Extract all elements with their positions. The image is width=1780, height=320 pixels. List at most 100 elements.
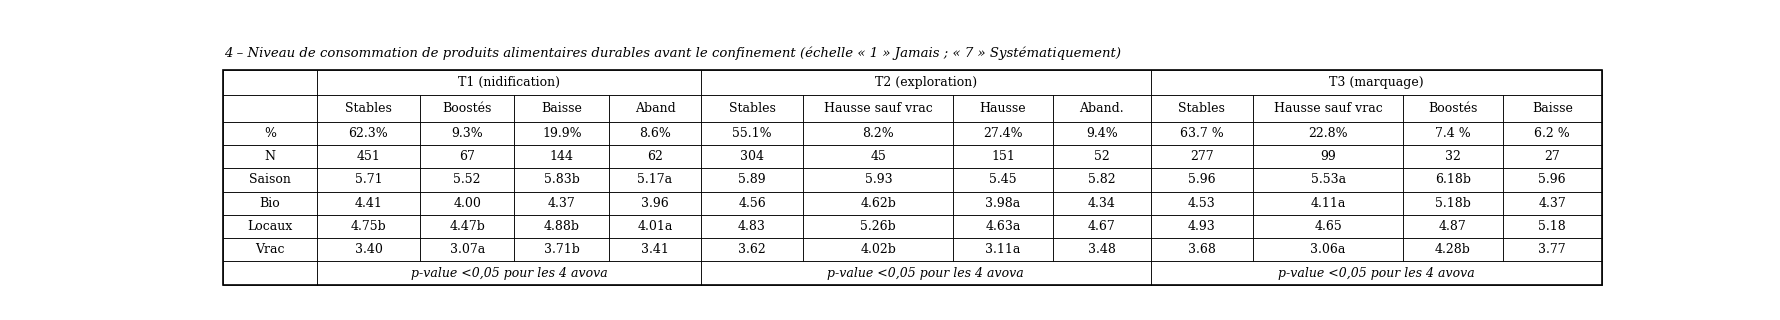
Bar [701, 192, 803, 215]
Text: 3.40: 3.40 [354, 243, 383, 256]
Bar [317, 215, 420, 238]
Bar [1502, 95, 1602, 122]
Bar [222, 95, 317, 122]
Bar [1150, 238, 1253, 261]
Text: T1 (nidification): T1 (nidification) [457, 76, 561, 89]
Bar [1403, 168, 1502, 192]
Text: 5.83b: 5.83b [545, 173, 580, 187]
Bar [1403, 145, 1502, 168]
Bar [317, 215, 420, 238]
Bar [317, 95, 420, 122]
Bar [1052, 145, 1150, 168]
Bar [514, 238, 609, 261]
Bar [803, 95, 954, 122]
Bar [1253, 122, 1403, 145]
Text: 4.47b: 4.47b [449, 220, 486, 233]
Text: 52: 52 [1093, 150, 1109, 163]
Bar [803, 95, 954, 122]
Bar [803, 215, 954, 238]
Bar [222, 261, 317, 285]
Text: 4.87: 4.87 [1438, 220, 1467, 233]
Bar [1502, 192, 1602, 215]
Text: 3.77: 3.77 [1538, 243, 1566, 256]
Bar [954, 122, 1052, 145]
Bar [1403, 95, 1502, 122]
Bar [1150, 95, 1253, 122]
Bar [701, 70, 1150, 95]
Bar [514, 215, 609, 238]
Text: 5.96: 5.96 [1538, 173, 1566, 187]
Bar [954, 95, 1052, 122]
Bar [1052, 145, 1150, 168]
Text: Boostés: Boostés [1428, 102, 1477, 115]
Text: 5.18: 5.18 [1538, 220, 1566, 233]
Text: 5.93: 5.93 [865, 173, 892, 187]
Bar [1150, 215, 1253, 238]
Bar [701, 95, 803, 122]
Bar [954, 192, 1052, 215]
Bar [317, 168, 420, 192]
Text: 4.01a: 4.01a [637, 220, 673, 233]
Bar [1253, 95, 1403, 122]
Text: 3.07a: 3.07a [450, 243, 484, 256]
Text: 144: 144 [550, 150, 573, 163]
Text: p-value <0,05 pour les 4 avova: p-value <0,05 pour les 4 avova [411, 267, 607, 280]
Text: 99: 99 [1321, 150, 1337, 163]
Bar [1502, 215, 1602, 238]
Text: Locaux: Locaux [247, 220, 292, 233]
Bar [1150, 261, 1602, 285]
Bar [803, 122, 954, 145]
Text: Vrac: Vrac [255, 243, 285, 256]
Bar [1052, 238, 1150, 261]
Bar [1150, 238, 1253, 261]
Text: 6.18b: 6.18b [1435, 173, 1470, 187]
Bar [1502, 168, 1602, 192]
Bar [701, 145, 803, 168]
Text: 5.18b: 5.18b [1435, 197, 1470, 210]
Text: 3.96: 3.96 [641, 197, 669, 210]
Bar [514, 238, 609, 261]
Bar [1502, 122, 1602, 145]
Text: 4.88b: 4.88b [545, 220, 580, 233]
Bar [701, 192, 803, 215]
Text: 5.26b: 5.26b [860, 220, 895, 233]
Bar [1403, 215, 1502, 238]
Bar [317, 192, 420, 215]
Bar [1150, 70, 1602, 95]
Text: 3.71b: 3.71b [545, 243, 580, 256]
Text: Hausse: Hausse [979, 102, 1027, 115]
Bar [803, 192, 954, 215]
Bar [1052, 192, 1150, 215]
Bar [1253, 192, 1403, 215]
Bar [1150, 122, 1253, 145]
Bar [1403, 95, 1502, 122]
Bar [222, 215, 317, 238]
Bar [514, 95, 609, 122]
Bar [1150, 215, 1253, 238]
Bar [803, 215, 954, 238]
Text: 4.37: 4.37 [1538, 197, 1566, 210]
Text: 63.7 %: 63.7 % [1180, 127, 1225, 140]
Bar [1253, 215, 1403, 238]
Bar [1052, 168, 1150, 192]
Bar [222, 122, 317, 145]
Bar [1052, 95, 1150, 122]
Bar [317, 238, 420, 261]
Text: 4.63a: 4.63a [986, 220, 1020, 233]
Text: Aband: Aband [635, 102, 675, 115]
Text: Stables: Stables [728, 102, 776, 115]
Text: 22.8%: 22.8% [1308, 127, 1347, 140]
Text: Stables: Stables [1178, 102, 1225, 115]
Bar [701, 122, 803, 145]
Bar [222, 145, 317, 168]
Bar [1150, 192, 1253, 215]
Bar [317, 261, 701, 285]
Text: 4.02b: 4.02b [860, 243, 897, 256]
Text: 277: 277 [1191, 150, 1214, 163]
Text: 4.11a: 4.11a [1310, 197, 1346, 210]
Bar [1253, 168, 1403, 192]
Bar [420, 192, 514, 215]
Text: 5.45: 5.45 [990, 173, 1016, 187]
Bar [803, 145, 954, 168]
Bar [1052, 168, 1150, 192]
